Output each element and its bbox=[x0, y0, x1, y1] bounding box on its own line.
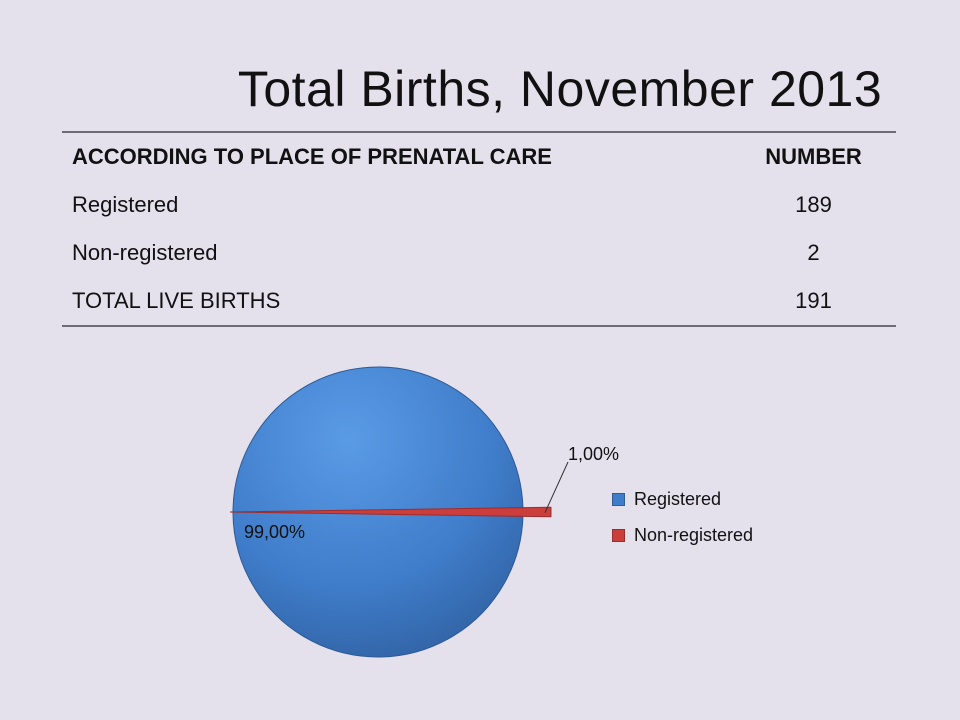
legend-item-non-registered: Non-registered bbox=[612, 517, 753, 553]
column-header-number: NUMBER bbox=[765, 144, 862, 169]
row-label: Registered bbox=[72, 192, 179, 217]
slide-title: Total Births, November 2013 bbox=[237, 61, 883, 117]
row-value: 189 bbox=[795, 192, 832, 217]
row-value: 191 bbox=[795, 288, 832, 313]
legend-label-registered: Registered bbox=[634, 488, 722, 509]
table-header-row: ACCORDING TO PLACE OF PRENATAL CARE NUMB… bbox=[62, 132, 896, 181]
column-header-place: ACCORDING TO PLACE OF PRENATAL CARE bbox=[72, 144, 552, 169]
table-row: Non-registered 2 bbox=[62, 229, 896, 277]
legend-swatch-non-registered bbox=[612, 528, 625, 542]
pie-slice-non-registered bbox=[229, 506, 552, 518]
row-label: TOTAL LIVE BIRTHS bbox=[72, 288, 281, 313]
row-value: 2 bbox=[807, 240, 820, 265]
table-row: Registered 189 bbox=[62, 181, 896, 229]
data-label-leader-line bbox=[544, 461, 569, 513]
data-label-non-registered: 1,00% bbox=[568, 444, 619, 464]
legend-swatch-registered bbox=[612, 492, 625, 506]
row-label: Non-registered bbox=[72, 240, 218, 265]
chart-legend: Registered Non-registered bbox=[612, 481, 753, 553]
table-row: TOTAL LIVE BIRTHS 191 bbox=[62, 277, 896, 326]
pie-slices bbox=[229, 366, 552, 658]
pie-chart: 99,00% 1,00% bbox=[229, 366, 619, 658]
data-label-registered: 99,00% bbox=[244, 522, 305, 542]
births-table: ACCORDING TO PLACE OF PRENATAL CARE NUMB… bbox=[62, 131, 896, 327]
legend-label-non-registered: Non-registered bbox=[634, 524, 754, 545]
legend-item-registered: Registered bbox=[612, 481, 753, 517]
